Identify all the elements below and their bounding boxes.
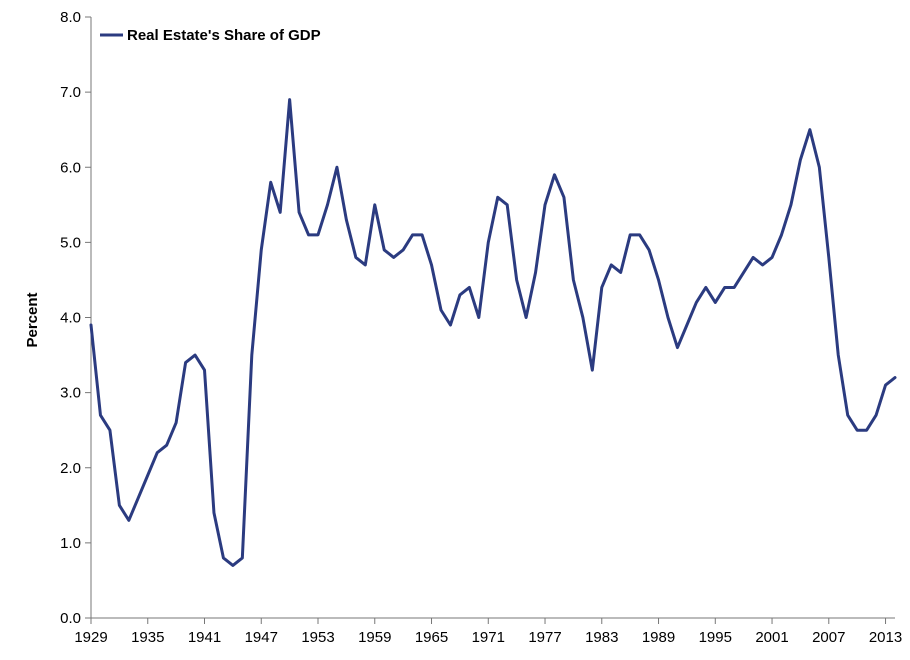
y-axis-ticks: 0.0 1.0 2.0 3.0 4.0 5.0 6.0 7.0 8.0 (60, 9, 91, 627)
y-tick-label: 0.0 (60, 610, 81, 627)
y-axis-title: Percent (24, 292, 41, 347)
x-tick-label: 2013 (869, 629, 902, 646)
x-tick-label: 1929 (74, 629, 107, 646)
series-layer (89, 98, 897, 567)
x-tick-label: 1959 (358, 629, 391, 646)
y-tick-label: 6.0 (60, 159, 81, 176)
x-tick-label: 1983 (585, 629, 618, 646)
x-tick-label: 1965 (415, 629, 448, 646)
legend-label: Real Estate's Share of GDP (127, 27, 321, 44)
y-tick-label: 7.0 (60, 84, 81, 101)
x-tick-label: 1941 (188, 629, 221, 646)
x-tick-label: 1935 (131, 629, 164, 646)
x-axis-ticks: 1929 1935 1941 1947 1953 1959 1965 1971 1977 1983… (74, 618, 902, 646)
y-tick-label: 2.0 (60, 460, 81, 477)
y-tick-label: 3.0 (60, 385, 81, 402)
x-tick-label: 2001 (755, 629, 788, 646)
y-tick-label: 4.0 (60, 310, 81, 327)
series-line (89, 98, 897, 567)
y-tick-label: 8.0 (60, 9, 81, 26)
x-tick-label: 1971 (472, 629, 505, 646)
x-tick-label: 1953 (301, 629, 334, 646)
x-tick-label: 1995 (699, 629, 732, 646)
x-tick-label: 1989 (642, 629, 675, 646)
x-tick-label: 2007 (812, 629, 845, 646)
y-tick-label: 5.0 (60, 234, 81, 251)
x-tick-label: 1977 (528, 629, 561, 646)
legend: Real Estate's Share of GDP (100, 27, 321, 44)
x-tick-label: 1947 (245, 629, 278, 646)
y-tick-label: 1.0 (60, 535, 81, 552)
